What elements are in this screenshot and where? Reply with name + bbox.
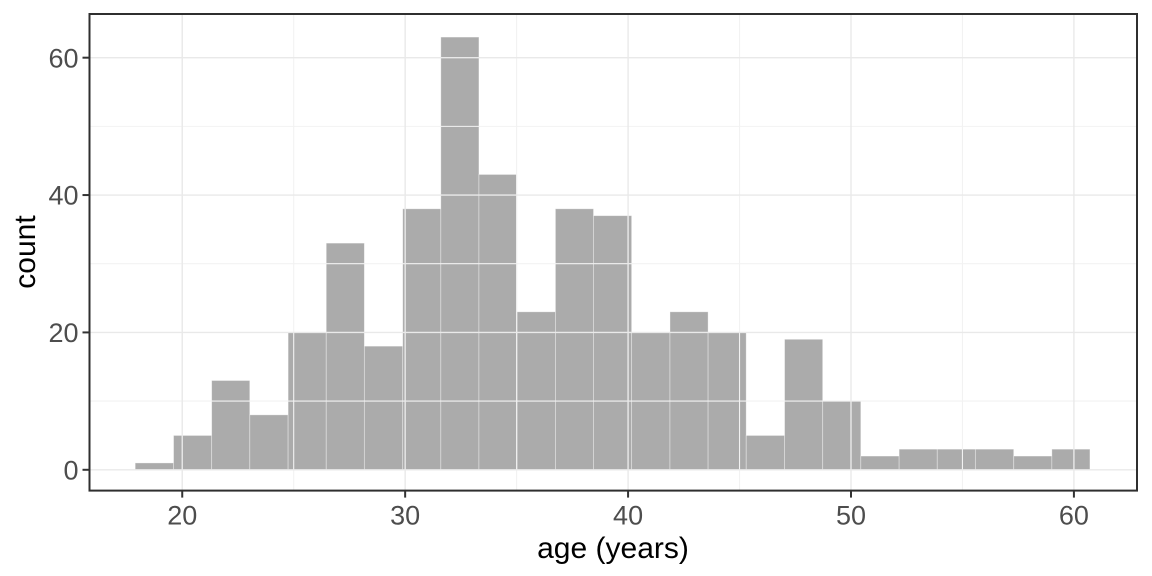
- y-tick-label: 20: [48, 318, 78, 348]
- y-tick-label: 60: [48, 43, 78, 73]
- histogram-bar: [822, 400, 862, 471]
- histogram-bar: [134, 462, 174, 471]
- histogram-bar: [402, 208, 442, 471]
- x-tick-label: 50: [836, 501, 866, 531]
- histogram-bar: [211, 380, 251, 471]
- histogram-bar: [669, 311, 709, 471]
- histogram-bar: [1013, 455, 1053, 471]
- histogram-bar: [440, 36, 480, 471]
- y-tick-label: 40: [48, 181, 78, 211]
- histogram-bar: [745, 435, 785, 471]
- y-tick-label: 0: [63, 455, 78, 485]
- x-tick-label: 40: [613, 501, 643, 531]
- histogram-bar: [784, 338, 824, 471]
- histogram-bar: [173, 435, 213, 471]
- histogram-bar: [249, 414, 289, 471]
- histogram-bar: [555, 208, 594, 471]
- panel-border: [88, 13, 1138, 492]
- histogram-bar: [936, 448, 976, 471]
- histogram-bar: [478, 174, 518, 471]
- histogram-bar: [516, 311, 556, 471]
- y-axis-title: count: [9, 215, 42, 289]
- x-axis-title: age (years): [537, 532, 689, 565]
- histogram-bar: [325, 242, 365, 471]
- histogram-bar: [363, 345, 404, 471]
- histogram-bar: [898, 448, 938, 471]
- x-tick-label: 20: [167, 501, 197, 531]
- histogram-bar: [860, 455, 900, 471]
- histogram-bar: [974, 448, 1015, 471]
- histogram-bar: [593, 215, 633, 471]
- x-tick-label: 30: [390, 501, 420, 531]
- histogram-bar: [1051, 448, 1091, 471]
- x-tick-label: 60: [1059, 501, 1089, 531]
